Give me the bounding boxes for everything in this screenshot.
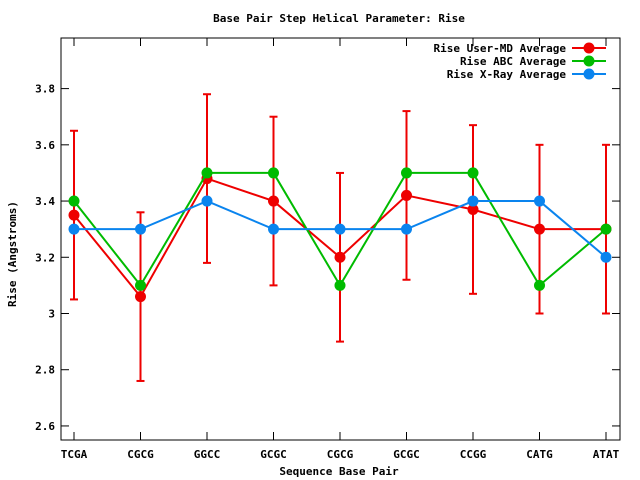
series-2 (68, 167, 612, 291)
legend-swatch-marker (583, 55, 595, 67)
data-point (334, 279, 346, 291)
y-tick-label: 3.8 (35, 83, 55, 96)
y-tick-label: 3.6 (35, 139, 55, 152)
data-point (268, 223, 279, 235)
legend-swatch-marker (583, 42, 595, 54)
y-tick-label: 3.2 (35, 251, 55, 264)
data-point (467, 203, 479, 215)
data-point (401, 223, 412, 235)
data-point (201, 167, 213, 179)
x-tick-label: GCGC (393, 448, 420, 461)
legend-label: Rise X-Ray Average (447, 68, 567, 81)
data-point (135, 291, 146, 303)
x-tick-label: TCGA (61, 448, 88, 461)
legend-item: Rise ABC Average (460, 55, 606, 68)
data-point (334, 223, 346, 235)
data-point (401, 189, 412, 201)
data-point (201, 195, 213, 207)
data-point (68, 209, 80, 221)
legend-item: Rise X-Ray Average (447, 68, 606, 81)
data-point (334, 251, 346, 263)
data-point (534, 279, 545, 291)
chart-title: Base Pair Step Helical Parameter: Rise (213, 12, 465, 25)
x-tick-label: ATAT (593, 448, 620, 461)
data-point (600, 223, 612, 235)
series-layer (68, 93, 612, 382)
legend-item: Rise User-MD Average (434, 42, 606, 55)
data-point (68, 223, 80, 235)
series-1 (68, 93, 612, 382)
x-axis-label: Sequence Base Pair (279, 465, 399, 478)
data-point (467, 167, 479, 179)
data-point (268, 167, 279, 179)
y-tick-label: 2.6 (35, 420, 55, 433)
x-tick-label: CCGG (460, 448, 487, 461)
y-tick-label: 2.8 (35, 364, 55, 377)
data-point (68, 195, 80, 207)
data-point (401, 167, 412, 179)
series-3 (68, 195, 612, 263)
x-tick-label: GGCC (194, 448, 221, 461)
y-tick-label: 3 (48, 307, 55, 320)
data-point (534, 223, 545, 235)
y-tick-label: 3.4 (35, 195, 55, 208)
x-tick-label: CGCG (127, 448, 154, 461)
data-point (135, 223, 146, 235)
data-point (534, 195, 545, 207)
y-axis-ticks: 2.6 2.8 3 3.2 3.4 3.6 3.8 (35, 83, 620, 433)
x-axis-ticks: TCGA CGCG GGCC GCGC CGCG GCGC CCGG CATG ATAT (61, 38, 620, 461)
data-point (467, 195, 479, 207)
x-tick-label: CATG (526, 448, 553, 461)
data-point (135, 279, 146, 291)
legend-label: Rise User-MD Average (434, 42, 567, 55)
x-tick-label: CGCG (327, 448, 354, 461)
data-point (268, 195, 279, 207)
legend-swatch-marker (583, 68, 595, 80)
y-axis-label: Rise (Angstroms) (6, 201, 19, 307)
legend-label: Rise ABC Average (460, 55, 566, 68)
data-point (600, 251, 612, 263)
x-tick-label: GCGC (260, 448, 287, 461)
